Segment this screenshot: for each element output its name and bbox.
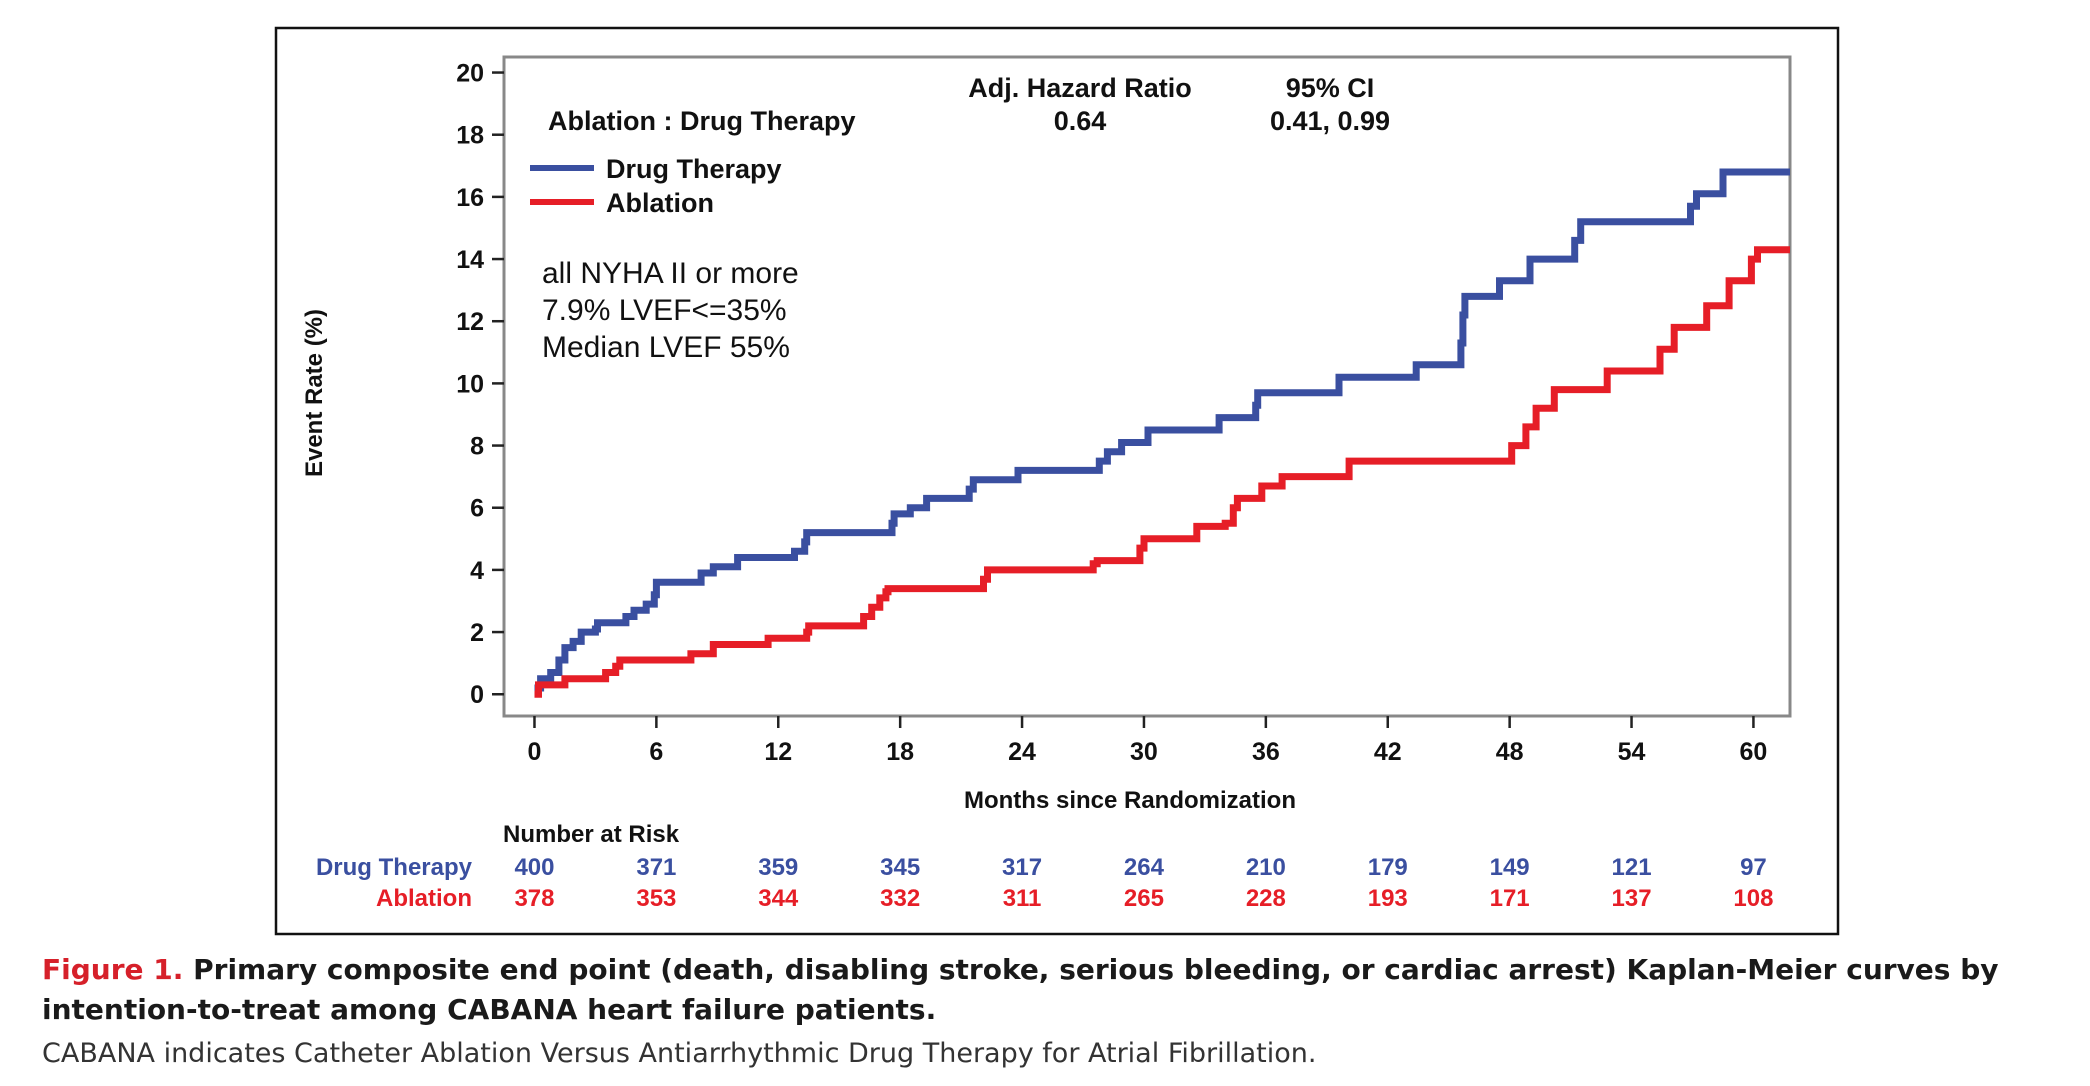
legend: Drug Therapy Ablation (530, 154, 782, 218)
risk-value-ablation-54: 137 (1612, 885, 1652, 912)
legend-label-drug-therapy: Drug Therapy (606, 154, 782, 184)
risk-value-ablation-48: 171 (1490, 885, 1530, 912)
risk-value-drug-therapy-12: 359 (758, 854, 798, 881)
series-lines (534, 168, 1790, 698)
y-tick-label-0: 0 (470, 681, 484, 709)
risk-value-ablation-18: 332 (880, 885, 920, 912)
y-tick-label-4: 4 (470, 557, 484, 585)
figure-border (274, 26, 1840, 936)
x-axis-label: Months since Randomization (964, 787, 1296, 814)
risk-value-drug-therapy-24: 317 (1002, 854, 1042, 881)
caption-label: Figure 1. (42, 953, 184, 986)
risk-value-drug-therapy-0: 400 (514, 854, 554, 881)
hr-value: 0.64 (1054, 106, 1107, 136)
y-tick-label-20: 20 (456, 60, 484, 88)
series-line-drug-therapy (534, 168, 1790, 692)
risk-row-label-ablation: Ablation (376, 885, 472, 912)
risk-value-ablation-30: 265 (1124, 885, 1164, 912)
number-at-risk-table: Number at Risk Drug Therapy Ablation 400… (316, 821, 1773, 912)
series-line-ablation (534, 246, 1790, 698)
cohort-annotations: all NYHA II or more 7.9% LVEF<=35% Media… (542, 257, 799, 364)
annotation-median-lvef: Median LVEF 55% (542, 331, 790, 364)
x-tick-label-60: 60 (1740, 738, 1768, 766)
risk-table-title: Number at Risk (503, 821, 680, 848)
y-axis-label: Event Rate (%) (301, 309, 328, 477)
risk-value-ablation-0: 378 (514, 885, 554, 912)
ci-value: 0.41, 0.99 (1270, 106, 1390, 136)
risk-value-drug-therapy-54: 121 (1612, 854, 1652, 881)
y-tick-label-18: 18 (456, 122, 484, 150)
risk-value-drug-therapy-30: 264 (1124, 854, 1165, 881)
x-tick-label-42: 42 (1374, 738, 1402, 766)
y-tick-label-16: 16 (456, 184, 484, 212)
annotation-lvef-35: 7.9% LVEF<=35% (542, 294, 787, 327)
risk-row-label-drug: Drug Therapy (316, 854, 473, 881)
risk-value-drug-therapy-18: 345 (880, 854, 920, 881)
annotation-nyha: all NYHA II or more (542, 257, 799, 290)
x-tick-label-12: 12 (764, 738, 792, 766)
risk-value-drug-therapy-42: 179 (1368, 854, 1408, 881)
plot-area-frame (502, 55, 1792, 718)
hazard-ratio-table: Adj. Hazard Ratio 95% CI Ablation : Drug… (548, 73, 1390, 136)
risk-value-ablation-60: 108 (1733, 885, 1773, 912)
risk-values: 400 371 359 345 317 264 210 179 149 121 97 378 353 34… (514, 854, 1773, 912)
y-tick-label-6: 6 (470, 495, 484, 523)
risk-value-drug-therapy-48: 149 (1490, 854, 1530, 881)
risk-value-ablation-24: 311 (1003, 885, 1042, 912)
risk-value-ablation-36: 228 (1246, 885, 1286, 912)
caption-note: CABANA indicates Catheter Ablation Versu… (42, 1038, 1317, 1069)
hr-header: Adj. Hazard Ratio (968, 73, 1192, 103)
x-tick-label-54: 54 (1618, 738, 1646, 766)
risk-value-drug-therapy-36: 210 (1246, 854, 1286, 881)
caption-title-text: Primary composite end point (death, disa… (42, 953, 1999, 1026)
risk-value-ablation-42: 193 (1368, 885, 1408, 912)
x-tick-label-0: 0 (528, 738, 542, 766)
risk-value-drug-therapy-60: 97 (1740, 854, 1767, 881)
x-tick-label-6: 6 (649, 738, 663, 766)
risk-value-ablation-6: 353 (636, 885, 676, 912)
y-tick-label-2: 2 (470, 619, 484, 647)
y-tick-label-12: 12 (456, 308, 484, 336)
caption-title: Figure 1. Primary composite end point (d… (42, 950, 2062, 1030)
x-tick-label-24: 24 (1008, 738, 1036, 766)
x-tick-label-48: 48 (1496, 738, 1524, 766)
hr-comparison-label: Ablation : Drug Therapy (548, 106, 856, 136)
y-tick-label-10: 10 (456, 370, 484, 398)
ci-header: 95% CI (1286, 73, 1375, 103)
risk-value-drug-therapy-6: 371 (636, 854, 676, 881)
x-tick-label-18: 18 (886, 738, 914, 766)
figure-caption: Figure 1. Primary composite end point (d… (42, 950, 2062, 1074)
legend-label-ablation: Ablation (606, 188, 714, 218)
x-tick-label-36: 36 (1252, 738, 1280, 766)
risk-value-ablation-12: 344 (758, 885, 799, 912)
y-tick-label-14: 14 (456, 246, 484, 274)
y-tick-label-8: 8 (470, 433, 484, 461)
x-tick-label-30: 30 (1130, 738, 1158, 766)
